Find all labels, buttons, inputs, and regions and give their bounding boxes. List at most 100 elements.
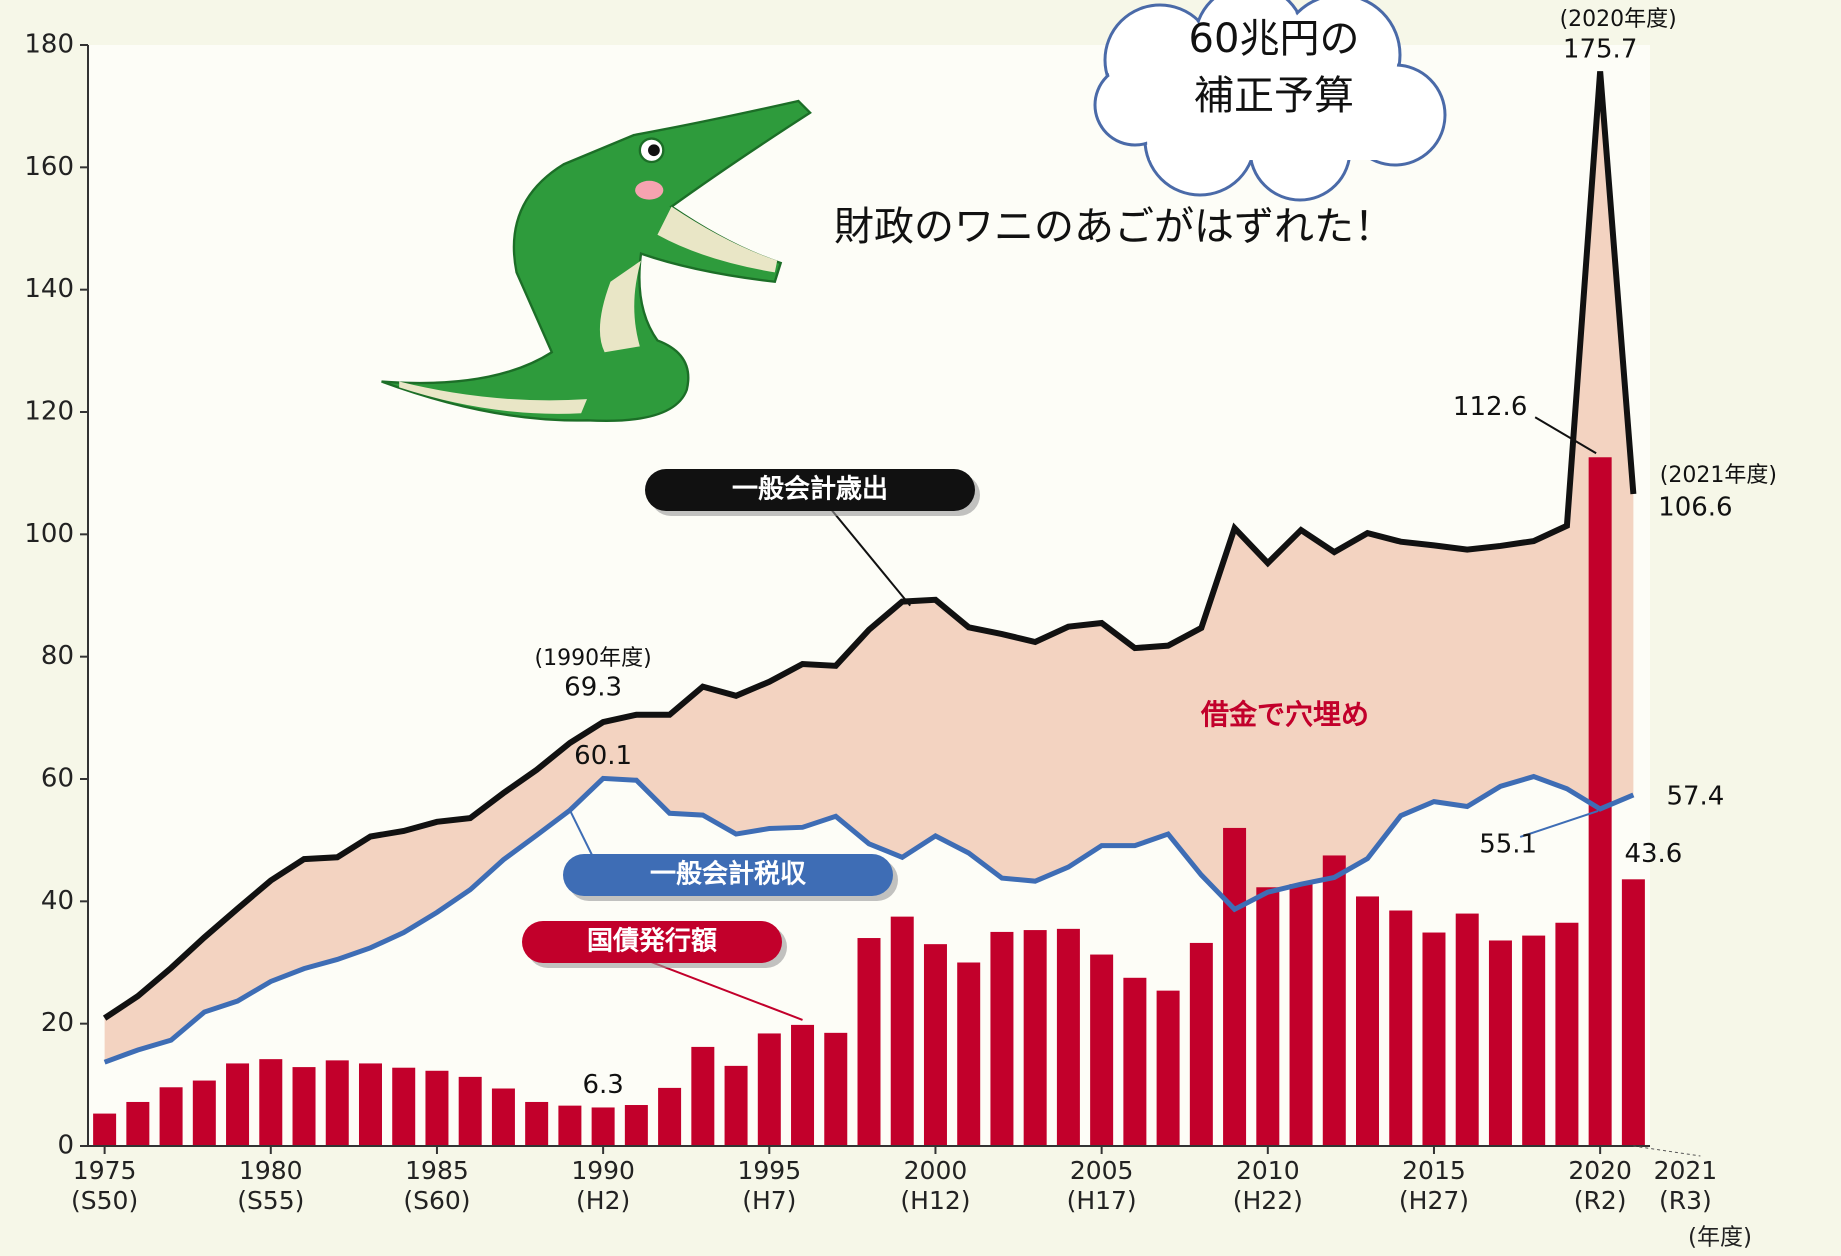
x-tick-sublabel: (H12) [900,1186,970,1215]
bar [1289,884,1313,1146]
bar [392,1067,416,1146]
bar [923,944,947,1146]
bar [724,1065,748,1146]
x-tick-label: 2021 [1654,1156,1718,1185]
legend-pill [645,469,975,511]
bar [558,1105,582,1146]
leader-line [1534,416,1597,455]
x-tick-label: 1980 [239,1156,303,1185]
bar [192,1080,216,1146]
value-label: 6.3 [582,1070,623,1100]
legend-pill [563,854,893,896]
x-tick-sublabel: (H7) [742,1186,796,1215]
y-tick-label: 60 [41,764,74,794]
bar [1522,935,1546,1146]
bar [93,1113,117,1146]
cloud-text: 補正予算 [1194,73,1354,119]
bar [1056,928,1080,1146]
area-label: 借金で穴埋め [1200,698,1369,731]
bar [1488,940,1512,1146]
value-label: 57.4 [1666,781,1724,811]
bar [1422,932,1446,1146]
bar [1123,977,1147,1146]
bar [1156,990,1180,1146]
x-tick-label: 2015 [1402,1156,1466,1185]
y-tick-label: 120 [24,397,74,427]
x-tick-sublabel: (S55) [237,1186,304,1215]
data-layer [93,71,1645,1147]
x-tick-label: 2020 [1568,1156,1632,1185]
x-tick-sublabel: (H22) [1233,1186,1303,1215]
bar [1256,887,1280,1146]
bar [957,962,981,1146]
bar [1223,827,1247,1146]
x-tick-label: 1995 [737,1156,801,1185]
bar [1389,910,1413,1146]
y-tick-label: 20 [41,1008,74,1038]
crocodile-illustration [381,99,812,422]
cloud [1093,0,1447,202]
y-tick-label: 80 [41,641,74,671]
bar [890,916,914,1146]
x-tick-leader [1633,1145,1701,1157]
x-tick-label: 2005 [1070,1156,1134,1185]
value-label: 175.7 [1563,35,1637,65]
bar [1356,896,1380,1146]
x-tick-label: 2010 [1236,1156,1300,1185]
bar [458,1076,482,1146]
value-label: 106.6 [1658,492,1732,522]
bar [292,1067,316,1146]
x-tick-label: 1985 [405,1156,469,1185]
x-tick-label: 2000 [904,1156,968,1185]
bar [491,1088,515,1146]
headline: 財政のワニのあごがはずれた！ [834,204,1394,250]
legend-label: 一般会計税収 [650,859,807,890]
y-tick-label: 100 [24,519,74,549]
y-tick-label: 0 [57,1131,74,1161]
value-label: 69.3 [564,673,622,703]
bar [1023,930,1047,1146]
y-tick-label: 160 [24,152,74,182]
year-note: (1990年度) [535,646,652,671]
bar [990,931,1014,1146]
legend-pill [522,921,782,963]
bar [791,1024,815,1146]
bar [126,1101,150,1146]
bar [1588,457,1612,1147]
bar [1455,913,1479,1146]
bar [425,1070,449,1146]
bar [624,1105,648,1146]
x-tick-label: 1990 [571,1156,635,1185]
line [103,773,1635,1065]
x-unit: (年度) [1688,1225,1752,1251]
bar [1555,922,1579,1146]
x-tick-sublabel: (R3) [1659,1186,1712,1215]
legend-label: 国債発行額 [587,926,717,957]
bar [226,1063,250,1146]
year-note: (2021年度) [1660,463,1777,488]
value-label: 43.6 [1624,839,1682,869]
bar [1090,954,1114,1146]
leader-line [829,507,912,607]
y-tick-label: 180 [24,30,74,60]
bar [658,1087,682,1146]
bar [1322,855,1346,1146]
bar [757,1033,781,1146]
bar [325,1060,349,1146]
bar [358,1063,382,1146]
bar [691,1046,715,1146]
gap-area [104,71,1634,1063]
x-tick-label: 1975 [73,1156,137,1185]
x-tick-sublabel: (H27) [1399,1186,1469,1215]
bar [525,1101,549,1146]
value-label: 55.1 [1479,829,1537,859]
x-tick-sublabel: (H17) [1067,1186,1137,1215]
x-tick-sublabel: (R2) [1574,1186,1627,1215]
x-tick-sublabel: (S50) [71,1186,138,1215]
cloud-text: 60兆円の [1189,16,1360,62]
bar [857,938,881,1146]
bar [159,1087,183,1146]
y-tick-label: 40 [41,886,74,916]
value-label: 112.6 [1453,392,1527,422]
